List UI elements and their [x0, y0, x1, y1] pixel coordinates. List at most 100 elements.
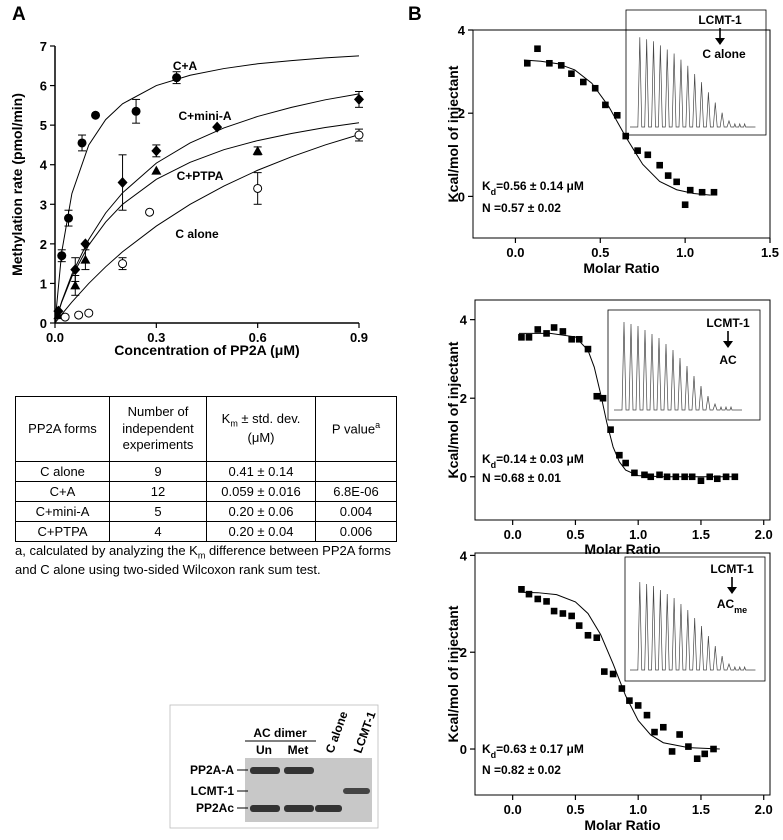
point	[710, 188, 718, 196]
point	[151, 165, 162, 175]
point	[557, 62, 565, 69]
point	[613, 111, 621, 119]
point	[525, 334, 533, 341]
point	[618, 685, 626, 692]
x-tick-label: 0.9	[350, 330, 368, 345]
point	[543, 598, 550, 605]
point	[706, 473, 714, 481]
point	[584, 345, 592, 353]
point	[534, 45, 541, 53]
fit-line	[518, 332, 733, 478]
point	[688, 473, 696, 481]
x-tick-label: 0.6	[249, 330, 267, 345]
gel	[169, 704, 379, 829]
point	[57, 251, 67, 261]
gel-band-label: PP2Ac	[196, 801, 234, 815]
header-p: P value	[331, 421, 376, 437]
y-tick-label: 5	[40, 118, 47, 133]
x-tick-label: 0.5	[566, 802, 584, 817]
point	[74, 310, 84, 320]
table-cell: C+PTPA	[15, 521, 110, 542]
panel-label: A	[12, 4, 26, 25]
point	[568, 70, 575, 77]
inset-label: AC	[719, 353, 737, 367]
x-tick-label: 2.0	[755, 527, 773, 542]
panel-label: B	[408, 4, 422, 25]
point	[600, 668, 608, 675]
point	[145, 207, 155, 217]
table-row: C+PTPA 4 0.20 ± 0.04 0.006	[15, 521, 397, 542]
x-tick-label: 0.0	[504, 802, 522, 817]
table-cell: 0.20 ± 0.06	[206, 501, 316, 522]
point	[710, 745, 717, 753]
point	[518, 586, 525, 593]
point	[599, 394, 607, 402]
header-cell: PP2A forms	[15, 396, 110, 462]
x-tick-label: 2.0	[755, 802, 773, 817]
gel-lane-label: Met	[288, 743, 309, 757]
point	[626, 697, 633, 704]
y-tick-label: 0	[460, 742, 467, 757]
table-cell	[315, 461, 397, 482]
point	[543, 330, 550, 337]
point	[607, 426, 614, 433]
header-sub: m	[230, 418, 238, 429]
point	[354, 93, 364, 105]
x-tick-label: 1.0	[629, 802, 647, 817]
point	[634, 147, 641, 154]
point	[172, 73, 182, 83]
y-tick-label: 4	[40, 158, 48, 173]
x-tick-label: 0.0	[504, 527, 522, 542]
table-cell: 0.004	[315, 501, 397, 522]
kd-sub: d	[491, 187, 497, 197]
header-cell: Km ± std. dev. (μM)	[206, 396, 316, 462]
inset-label: LCMT-1	[706, 316, 750, 330]
point	[253, 183, 263, 193]
plot-frame	[474, 552, 771, 796]
gel-band-label: LCMT-1	[191, 784, 235, 798]
table-cell: C+A	[15, 481, 110, 502]
header-rest: ± std. dev. (μM)	[237, 410, 301, 446]
table-cell: 6.8E-06	[315, 481, 397, 502]
point	[602, 101, 609, 109]
inset-label: LCMT-1	[698, 13, 742, 27]
point	[525, 590, 533, 598]
n-label: N =0.68 ± 0.01	[482, 471, 561, 485]
point	[701, 750, 709, 758]
point	[550, 324, 558, 331]
point	[631, 469, 638, 477]
point	[60, 312, 70, 322]
plot-frame	[472, 29, 771, 239]
x-tick-label: 0.5	[591, 245, 609, 260]
point	[252, 145, 263, 155]
point	[659, 723, 667, 731]
point	[568, 612, 575, 620]
gel-band-label: PP2A-A	[190, 763, 234, 777]
table-cell: C alone	[15, 461, 110, 482]
curve-label: C+A	[173, 59, 198, 73]
point	[622, 132, 630, 140]
y-tick-label: 2	[460, 645, 467, 660]
gel-lane-label: Un	[256, 743, 272, 757]
inset	[624, 556, 766, 682]
inset-label-sub: me	[734, 605, 747, 615]
kd-value: =0.63 ± 0.17 μM	[496, 742, 584, 756]
n-label: N =0.82 ± 0.02	[482, 763, 561, 777]
point	[647, 473, 655, 481]
x-tick-label: 0.0	[506, 245, 524, 260]
point	[518, 334, 525, 341]
point	[118, 259, 128, 269]
y-tick-label: 7	[40, 39, 47, 54]
kd-sub: d	[491, 750, 497, 760]
inset-label-text: AC	[717, 597, 735, 611]
point	[656, 471, 663, 479]
point	[622, 459, 629, 467]
y-tick-label: 0	[458, 189, 465, 204]
point	[534, 326, 542, 333]
fit-line	[54, 122, 360, 324]
point	[681, 201, 689, 209]
point	[643, 711, 651, 719]
point	[575, 622, 583, 629]
y-axis-label: Kcal/mol of injectant	[445, 341, 461, 478]
